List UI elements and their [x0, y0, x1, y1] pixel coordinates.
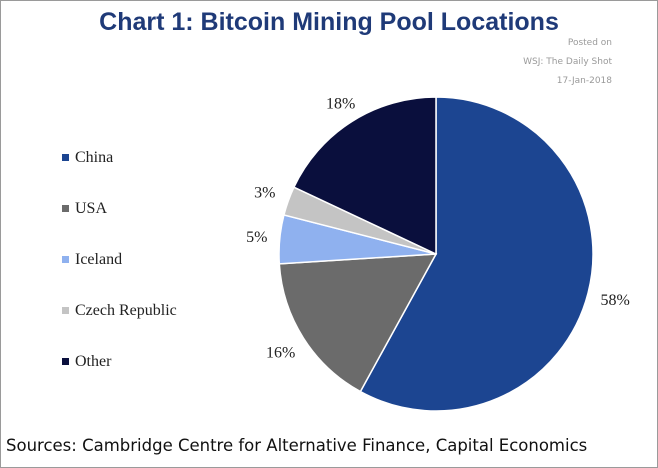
legend-item-iceland: Iceland [62, 234, 177, 285]
data-label-china: 58% [601, 292, 630, 309]
data-label-other: 18% [326, 96, 355, 113]
legend-label-usa: USA [75, 199, 108, 217]
watermark: Posted on WSJ: The Daily Shot 17-Jan-201… [523, 34, 612, 91]
watermark-line-2: WSJ: The Daily Shot [523, 57, 612, 67]
data-label-czech-republic: 3% [254, 184, 275, 201]
legend-label-other: Other [75, 352, 112, 370]
chart-legend: China USA Iceland Czech Republic Other [62, 132, 177, 387]
legend-label-china: China [75, 148, 114, 166]
pie-slice-china [359, 96, 594, 412]
legend-swatch-czech-republic [62, 307, 69, 314]
legend-swatch-other [62, 358, 69, 365]
legend-item-czech-republic: Czech Republic [62, 285, 177, 336]
pie-slice-other [292, 96, 437, 256]
pie-slice-usa [278, 253, 438, 393]
source-note: Sources: Cambridge Centre for Alternativ… [6, 436, 588, 455]
legend-swatch-usa [62, 205, 69, 212]
chart-title: Chart 1: Bitcoin Mining Pool Locations [99, 8, 559, 36]
legend-item-usa: USA [62, 183, 177, 234]
legend-swatch-china [62, 154, 69, 161]
data-label-usa: 16% [266, 345, 295, 362]
legend-item-china: China [62, 132, 177, 183]
watermark-line-3: 17-Jan-2018 [556, 76, 612, 86]
watermark-line-1: Posted on [567, 38, 612, 48]
legend-swatch-iceland [62, 256, 69, 263]
legend-item-other: Other [62, 336, 177, 387]
legend-label-iceland: Iceland [75, 250, 123, 268]
legend-label-czech-republic: Czech Republic [75, 301, 177, 319]
data-label-iceland: 5% [246, 229, 267, 246]
